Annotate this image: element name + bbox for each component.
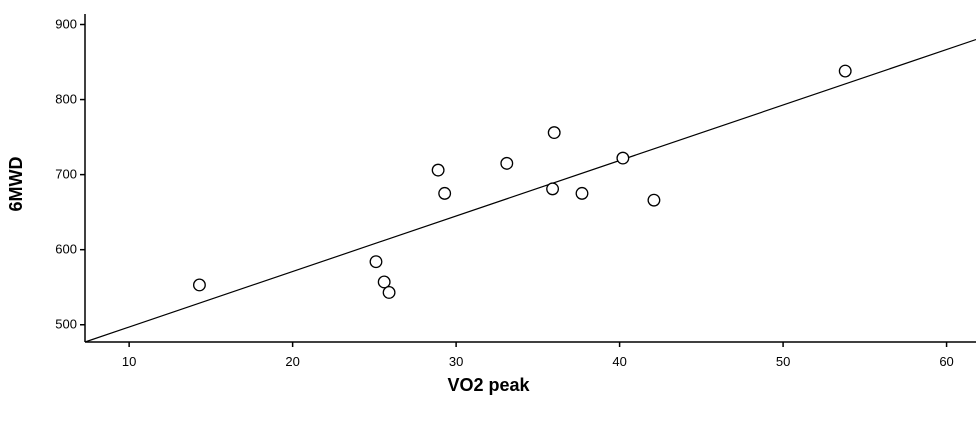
data-points: [192, 64, 852, 299]
data-point: [438, 186, 452, 200]
x-tick-label: 30: [449, 354, 463, 369]
y-tick-label: 600: [55, 242, 77, 257]
data-point: [838, 64, 852, 78]
data-point: [377, 275, 391, 289]
data-point: [546, 182, 560, 196]
y-tick-label: 900: [55, 17, 77, 32]
data-point: [575, 186, 589, 200]
data-point: [192, 278, 206, 292]
fit-line-group: [84, 38, 976, 343]
x-tick-label: 60: [939, 354, 953, 369]
x-axis-title: VO2 peak: [447, 375, 530, 395]
x-tick-label: 40: [612, 354, 626, 369]
y-tick-label: 700: [55, 167, 77, 182]
y-axis-title: 6MWD: [6, 157, 26, 212]
data-point: [547, 126, 561, 140]
fit-line: [84, 38, 976, 343]
axes: 10 20 30 40 50 60 500 600 700 800 900: [55, 14, 976, 369]
axis-labels: VO2 peak 6MWD: [6, 157, 531, 396]
y-tick-label: 800: [55, 92, 77, 107]
x-tick-label: 10: [122, 354, 136, 369]
x-tick-label: 50: [776, 354, 790, 369]
data-point: [382, 286, 396, 299]
x-tick-label: 20: [285, 354, 299, 369]
data-point: [647, 193, 661, 207]
data-point: [431, 163, 445, 177]
data-point: [500, 156, 514, 170]
y-tick-label: 500: [55, 317, 77, 332]
data-point: [616, 151, 630, 165]
data-point: [369, 255, 383, 269]
